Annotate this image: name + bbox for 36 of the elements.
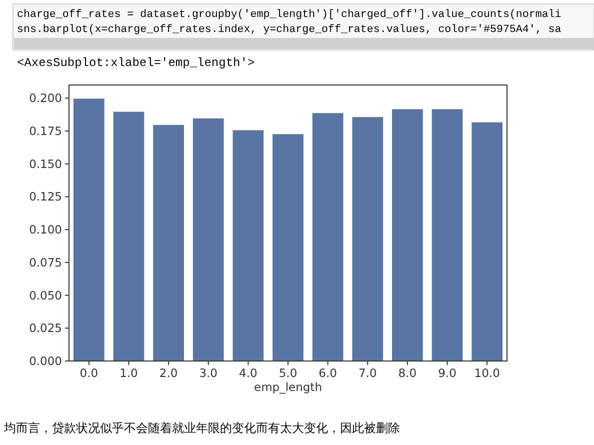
text: <AxesSubplot:xlabel='emp_length'> bbox=[17, 56, 255, 70]
bar bbox=[391, 108, 424, 362]
y-tick-label: 0.050 bbox=[29, 288, 62, 302]
bar bbox=[232, 129, 265, 362]
y-tick-label: 0.100 bbox=[29, 222, 62, 237]
y-tick-label: 0.025 bbox=[29, 321, 62, 336]
x-tick-label: 1.0 bbox=[120, 366, 138, 380]
x-tick-label: 7.0 bbox=[358, 366, 377, 380]
x-tick-label: 2.0 bbox=[159, 366, 178, 380]
y-tick-label: 0.200 bbox=[29, 91, 62, 106]
x-tick-label: 3.0 bbox=[199, 366, 218, 380]
bar bbox=[152, 124, 185, 362]
bar bbox=[112, 110, 146, 362]
text: sns.barplot(x=charge_off_rates.index, y=charge_off_rates.values, color='#5975A4', sa bbox=[17, 24, 562, 36]
x-tick-label: 8.0 bbox=[398, 366, 417, 380]
bar bbox=[311, 112, 344, 362]
y-tick-label: 0.075 bbox=[29, 255, 62, 270]
y-tick-label: 0.125 bbox=[29, 190, 62, 204]
x-tick-label: 10.0 bbox=[474, 366, 500, 380]
x-tick-label: 6.0 bbox=[318, 366, 337, 380]
x-tick-label: 0.0 bbox=[80, 366, 98, 380]
bar bbox=[192, 117, 225, 362]
x-tick-label: 5.0 bbox=[278, 366, 298, 380]
bar bbox=[430, 108, 464, 362]
text: 均而言，贷款状况似乎不会随着就业年限的变化而有太大变化，因此被删除 bbox=[3, 421, 400, 435]
x-tick-label: 9.0 bbox=[438, 366, 456, 380]
y-tick-label: 0.175 bbox=[29, 124, 62, 138]
x-tick-label: 4.0 bbox=[239, 366, 258, 380]
y-tick-label: 0.150 bbox=[29, 156, 62, 171]
y-tick-label: 0.000 bbox=[29, 354, 62, 368]
bar bbox=[470, 121, 504, 362]
text: charge_off_rates = dataset.groupby('emp_length')['charged_off'].value_counts(normali bbox=[17, 9, 562, 21]
bar bbox=[72, 98, 106, 362]
x-axis-title: emp_length bbox=[254, 380, 322, 394]
bar bbox=[272, 133, 304, 362]
bar bbox=[351, 116, 384, 362]
